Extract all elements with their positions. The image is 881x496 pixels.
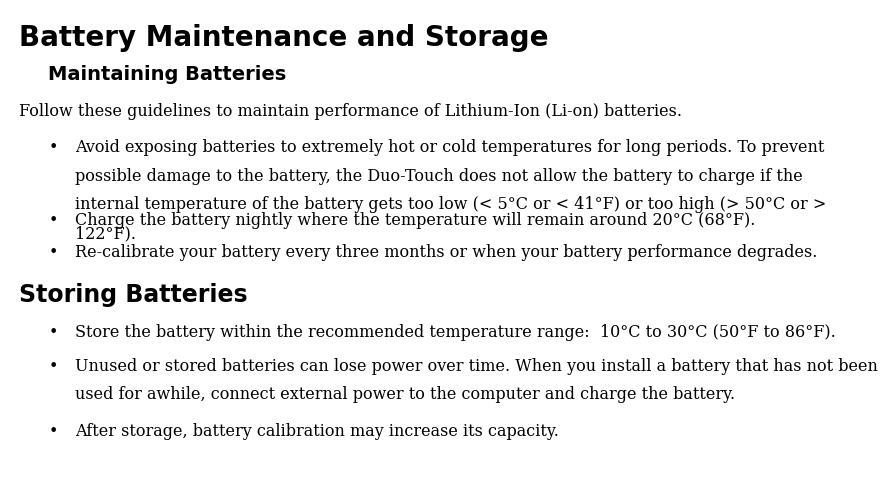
Text: Charge the battery nightly where the temperature will remain around 20°C (68°F).: Charge the battery nightly where the tem… [75,212,755,229]
Text: Store the battery within the recommended temperature range:  10°C to 30°C (50°F : Store the battery within the recommended… [75,324,836,341]
Text: Avoid exposing batteries to extremely hot or cold temperatures for long periods.: Avoid exposing batteries to extremely ho… [75,139,825,156]
Text: Re-calibrate your battery every three months or when your battery performance de: Re-calibrate your battery every three mo… [75,244,818,261]
Text: •: • [48,324,58,341]
Text: Maintaining Batteries: Maintaining Batteries [48,65,286,84]
Text: Unused or stored batteries can lose power over time. When you install a battery : Unused or stored batteries can lose powe… [75,358,877,374]
Text: possible damage to the battery, the Duo-Touch does not allow the battery to char: possible damage to the battery, the Duo-… [75,168,803,185]
Text: •: • [48,423,58,440]
Text: 122°F).: 122°F). [75,225,136,242]
Text: •: • [48,212,58,229]
Text: •: • [48,139,58,156]
Text: •: • [48,244,58,261]
Text: After storage, battery calibration may increase its capacity.: After storage, battery calibration may i… [75,423,559,440]
Text: •: • [48,358,58,374]
Text: used for awhile, connect external power to the computer and charge the battery.: used for awhile, connect external power … [75,386,735,403]
Text: Storing Batteries: Storing Batteries [19,283,248,307]
Text: internal temperature of the battery gets too low (< 5°C or < 41°F) or too high (: internal temperature of the battery gets… [75,196,826,213]
Text: Battery Maintenance and Storage: Battery Maintenance and Storage [19,24,549,52]
Text: Follow these guidelines to maintain performance of Lithium-Ion (Li-on) batteries: Follow these guidelines to maintain perf… [19,103,683,120]
